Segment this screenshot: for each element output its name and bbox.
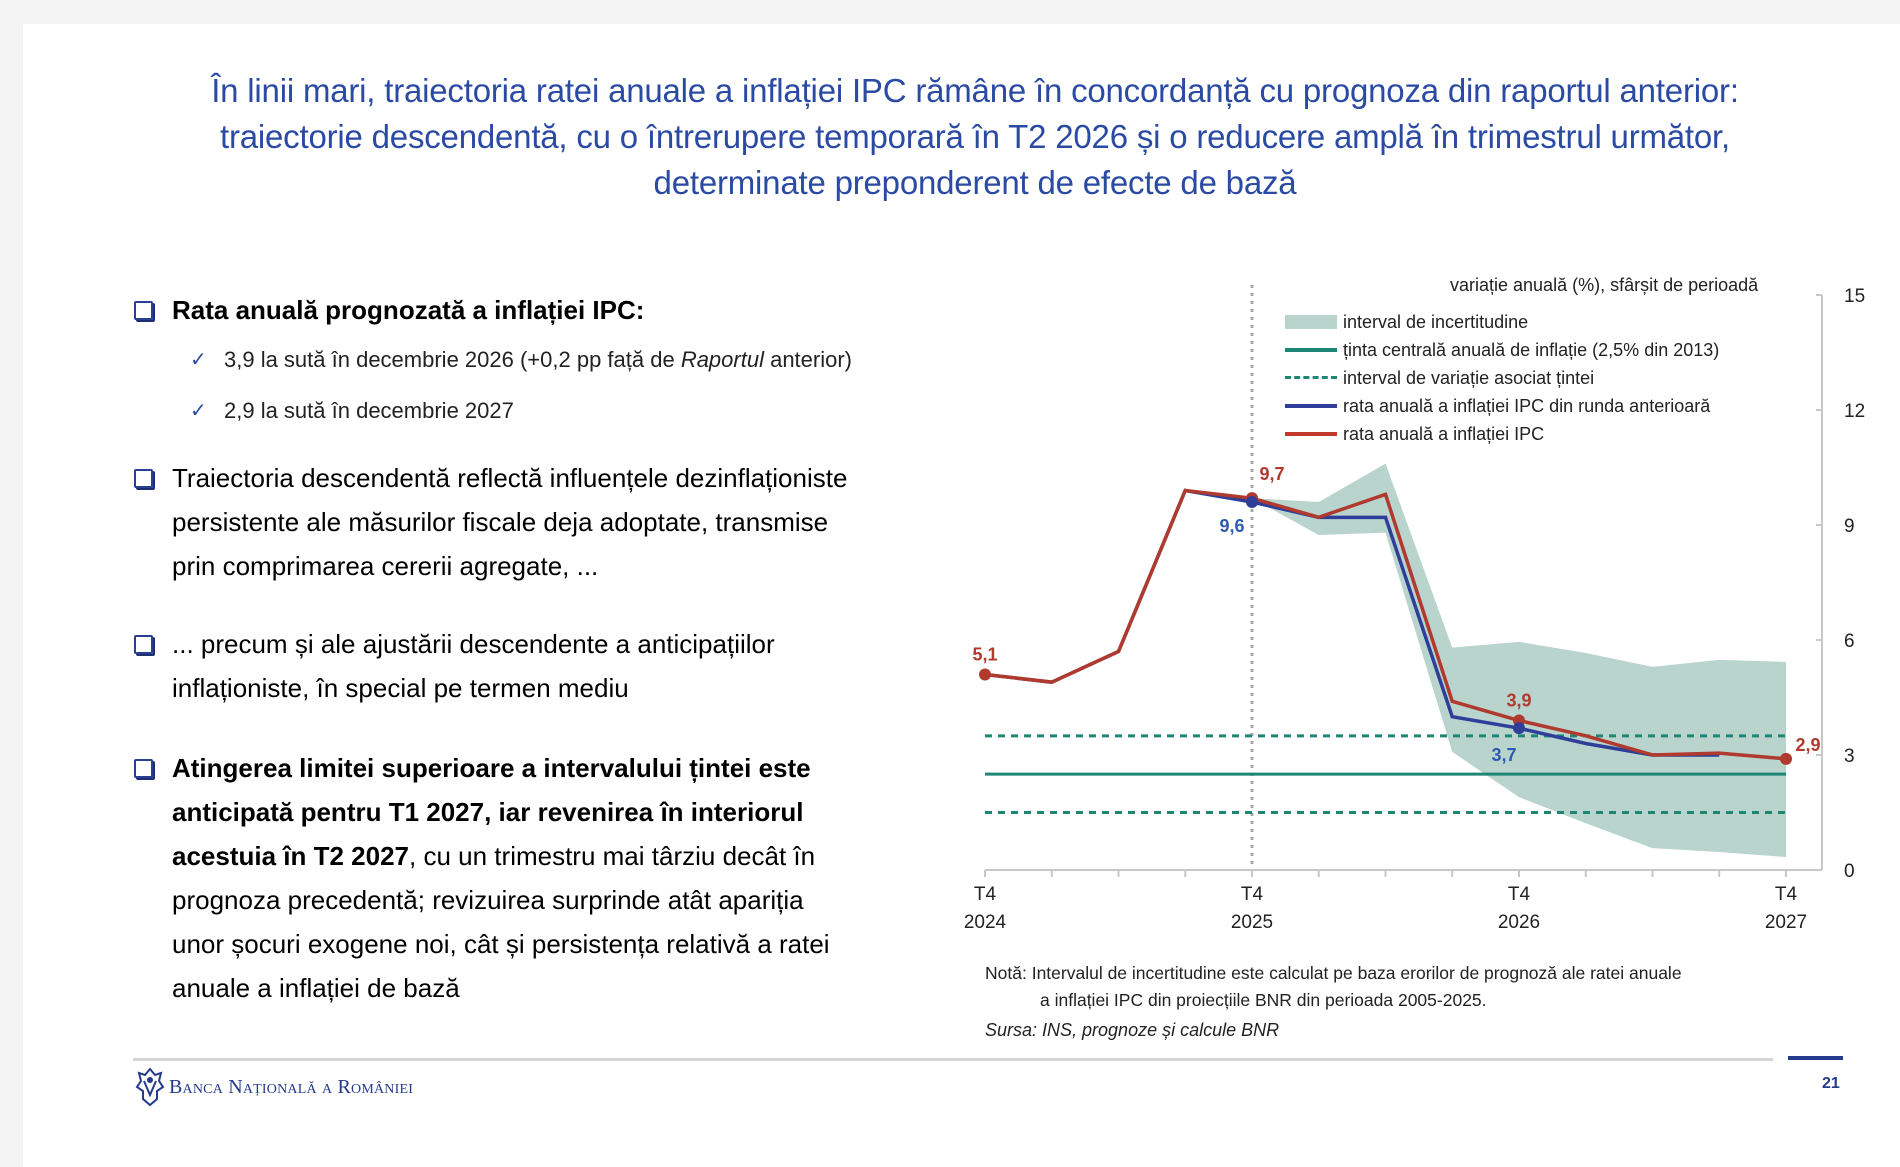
- chart-source: Sursa: INS, prognoze și calcule BNR: [985, 1020, 1280, 1040]
- slide: [23, 24, 1900, 1167]
- legend-label: interval de variație asociat țintei: [1343, 367, 1595, 388]
- bullet-target-limit: Atingerea limitei superioare a intervalu…: [130, 746, 830, 1010]
- square-bullet-icon: [134, 635, 153, 654]
- legend-swatch-target: [1285, 343, 1337, 357]
- legend-swatch-target-interval: [1285, 371, 1337, 385]
- sub-bullet-italic: Raportul: [680, 347, 764, 372]
- bullet-line: prin comprimarea cererii agregate, ...: [172, 551, 599, 581]
- bullet-line: prognoza precedentă; revizuirea surprind…: [172, 885, 804, 915]
- bullet-line-bold: anticipată pentru T1 2027, iar revenirea…: [172, 797, 804, 827]
- page-number: 21: [1822, 1075, 1840, 1092]
- data-label: 2,9: [1795, 735, 1820, 755]
- footer-accent-bar: [1788, 1056, 1843, 1060]
- footer-divider: [133, 1058, 1773, 1061]
- x-tick-label-quarter: T4: [1508, 884, 1531, 905]
- bnr-emblem-icon: [135, 1067, 165, 1107]
- y-tick-label: 3: [1844, 746, 1855, 767]
- y-tick-label: 9: [1844, 516, 1855, 537]
- title-line-1: În linii mari, traiectoria ratei anuale …: [211, 72, 1739, 109]
- bullet-line: inflaționiste, în special pe termen medi…: [172, 673, 629, 703]
- data-label: 9,6: [1219, 516, 1244, 536]
- legend-label: interval de incertitudine: [1343, 311, 1529, 332]
- note-label: Notă:: [985, 963, 1027, 983]
- data-label: 5,1: [972, 645, 997, 665]
- legend-label: ținta centrală anuală de inflație (2,5% …: [1343, 339, 1720, 360]
- data-point-marker: [1780, 752, 1792, 765]
- sub-bullet-2026: ✓ 3,9 la sută în decembrie 2026 (+0,2 pp…: [130, 345, 852, 375]
- legend-item-current: rata anuală a inflației IPC: [1285, 420, 1719, 448]
- x-tick-label-quarter: T4: [1775, 884, 1798, 905]
- chart-note: Notă: Intervalul de incertitudine este c…: [985, 960, 1682, 1014]
- bullet-forecast: Rata anuală prognozată a inflației IPC:: [130, 288, 644, 332]
- bullet-line-bold: acestuia în T2 2027: [172, 841, 410, 871]
- bullet-text: Rata anuală prognozată a inflației IPC:: [172, 295, 645, 325]
- x-tick-label-quarter: T4: [1241, 884, 1264, 905]
- x-tick-label-year: 2026: [1498, 912, 1540, 933]
- series-line-current: [984, 488, 1787, 761]
- legend-item-target-interval: interval de variație asociat țintei: [1285, 364, 1719, 392]
- bullet-line-bold: Atingerea limitei superioare a intervalu…: [172, 753, 811, 783]
- y-tick-label: 15: [1844, 286, 1865, 307]
- bullet-descending-trajectory: Traiectoria descendentă reflectă influen…: [130, 456, 847, 588]
- slide-title: În linii mari, traiectoria ratei anuale …: [80, 68, 1870, 206]
- checkmark-icon: ✓: [190, 349, 207, 371]
- bullet-line-rest: , cu un trimestru mai târziu decât în: [409, 841, 816, 871]
- bnr-logo: Banca Națională a României: [135, 1067, 413, 1107]
- sub-bullet-text-end: anterior): [763, 347, 853, 372]
- legend-swatch-current: [1285, 427, 1337, 441]
- bullet-line: anuale a inflației de bază: [172, 973, 460, 1003]
- title-line-2: traiectorie descendentă, cu o întreruper…: [219, 118, 1730, 155]
- bullet-expectations: ... precum și ale ajustării descendente …: [130, 622, 775, 710]
- bullet-line: ... precum și ale ajustării descendente …: [172, 629, 775, 659]
- data-point-marker: [979, 668, 991, 681]
- y-axis-unit-label: variație anuală (%), sfârșit de perioadă: [1450, 275, 1759, 295]
- data-point-marker: [1513, 722, 1525, 735]
- title-line-3: determinate preponderent de efecte de ba…: [653, 164, 1297, 201]
- y-tick-label: 0: [1844, 861, 1855, 882]
- bank-name: Banca Națională a României: [169, 1075, 414, 1098]
- x-tick-label-quarter: T4: [974, 884, 997, 905]
- uncertainty-band: [1252, 463, 1786, 857]
- x-tick-label-year: 2027: [1765, 912, 1807, 933]
- legend-item-target: ținta centrală anuală de inflație (2,5% …: [1285, 336, 1719, 364]
- square-bullet-icon: [134, 759, 153, 778]
- sub-bullet-text: 2,9 la sută în decembrie 2027: [224, 398, 514, 423]
- y-tick-label: 6: [1844, 631, 1855, 652]
- x-tick-label-year: 2025: [1231, 912, 1273, 933]
- data-label: 3,9: [1506, 691, 1531, 711]
- data-label: 3,7: [1491, 745, 1516, 765]
- x-tick-label-year: 2024: [964, 912, 1007, 933]
- sub-bullet-2027: ✓ 2,9 la sută în decembrie 2027: [130, 396, 514, 426]
- data-label: 9,7: [1259, 464, 1284, 484]
- sub-bullet-text: 3,9 la sută în decembrie 2026 (+0,2 pp f…: [224, 347, 681, 372]
- square-bullet-icon: [134, 469, 153, 488]
- y-tick-label: 12: [1844, 401, 1865, 422]
- data-point-marker: [1246, 496, 1258, 508]
- legend-label: rata anuală a inflației IPC din runda an…: [1343, 395, 1711, 416]
- legend-swatch-previous-round: [1285, 399, 1337, 413]
- note-line-1: Intervalul de incertitudine este calcula…: [1031, 963, 1682, 983]
- bullet-line: Traiectoria descendentă reflectă influen…: [172, 463, 848, 493]
- note-line-2: a inflației IPC din proiecțiile BNR din …: [1040, 990, 1487, 1010]
- legend-swatch-band: [1285, 315, 1337, 329]
- legend-item-previous-round: rata anuală a inflației IPC din runda an…: [1285, 392, 1719, 420]
- chart-legend: interval de incertitudine ținta centrală…: [1285, 308, 1719, 448]
- bullet-line: unor șocuri exogene noi, cât și persiste…: [172, 929, 830, 959]
- square-bullet-icon: [134, 301, 153, 320]
- bullet-line: persistente ale măsurilor fiscale deja a…: [172, 507, 829, 537]
- legend-label: rata anuală a inflației IPC: [1343, 423, 1545, 444]
- legend-item-band: interval de incertitudine: [1285, 308, 1719, 336]
- checkmark-icon: ✓: [190, 400, 207, 422]
